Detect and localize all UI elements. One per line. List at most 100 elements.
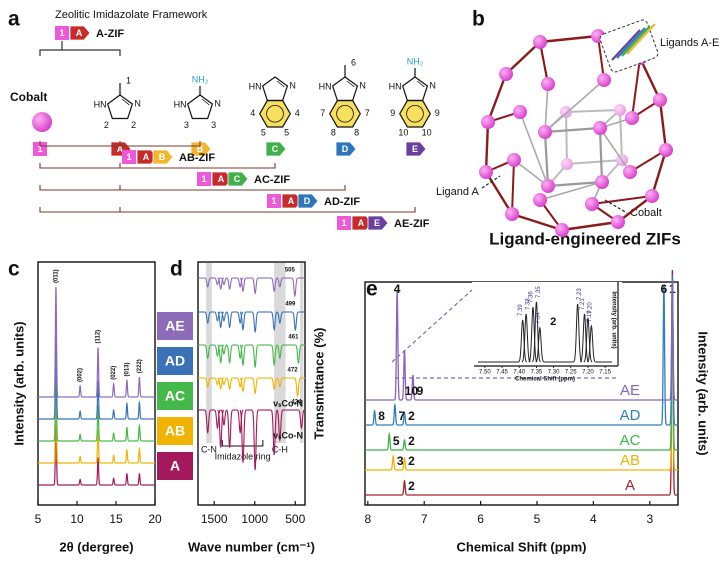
peak [217, 311, 224, 329]
peak [204, 277, 211, 288]
cobalt-node [645, 189, 659, 203]
peak-label: (222) [137, 359, 143, 373]
x-tick-label: 5 [35, 512, 42, 526]
badge-arrow [335, 141, 357, 157]
x-tick-label: 500 [285, 512, 305, 526]
peak [401, 438, 407, 451]
inset-peak-label: 7.38 [526, 298, 532, 310]
peak [580, 313, 589, 363]
framework-bond [597, 35, 605, 81]
y-axis-label: Intensity (arb. units) [696, 331, 711, 455]
inset-peak-label: 7.23 [577, 288, 583, 300]
cobalt-node [653, 93, 667, 107]
benzene-ring [399, 99, 431, 128]
atom: HN [319, 81, 332, 91]
framework-bond [544, 126, 601, 134]
peak [111, 454, 116, 464]
aromatic-circle [336, 104, 354, 123]
inset-tick-label: 7.15 [599, 370, 611, 376]
peak [214, 344, 221, 357]
inset-tick-label: 7.25 [565, 370, 577, 376]
framework-bond [565, 109, 621, 113]
amine: NH₂ [407, 56, 424, 66]
cobalt-sphere [32, 112, 52, 132]
peak [236, 344, 244, 360]
position-number: 1 [126, 75, 131, 85]
peak [251, 277, 259, 295]
series-label: AC [620, 432, 641, 449]
badge-arrow [265, 141, 287, 157]
badge [55, 26, 69, 40]
cobalt-node [541, 77, 555, 91]
co-n-label: 505 [285, 268, 296, 274]
peak [226, 277, 233, 290]
peak [217, 277, 224, 290]
leader [604, 199, 628, 214]
peak [236, 377, 244, 388]
panel-label: c [8, 258, 20, 281]
cobalt-node [538, 125, 552, 139]
plot-frame [197, 261, 306, 506]
position-number: 10 [422, 127, 432, 137]
atom: HN [94, 99, 107, 109]
x-tick-label: 6 [477, 512, 484, 526]
panel-label: b [472, 8, 485, 31]
cobalt-node [560, 106, 572, 118]
peak [583, 317, 593, 363]
peak [137, 377, 142, 398]
framework-bond [566, 159, 623, 165]
series-label: AD [620, 407, 641, 424]
double-bond [416, 80, 425, 88]
peak [78, 478, 83, 486]
badge-text: D [304, 196, 311, 206]
atom: HN [249, 81, 262, 91]
mode-label: νₛCo-N [273, 398, 303, 408]
x-tick-label: 4 [590, 512, 597, 526]
peak [220, 377, 228, 386]
framework-bond [617, 195, 653, 223]
benzene-ring [259, 99, 291, 128]
peak-label: 3 [397, 454, 404, 468]
cobalt-node [623, 165, 637, 179]
peak [220, 311, 228, 322]
position-number: 9 [435, 108, 440, 118]
peak-label: 2 [408, 479, 415, 493]
atom: N [214, 98, 221, 108]
cobalt-node [507, 153, 521, 167]
position-number: 8 [331, 127, 336, 137]
aromatic-circle [406, 104, 424, 123]
framework-bond [539, 34, 599, 44]
inset-peak-label: 7.36 [529, 291, 535, 303]
framework-bond [486, 73, 508, 123]
inset-peak-label: 7.34 [535, 312, 541, 324]
framework-bond [519, 111, 549, 187]
badge-text: 1 [201, 174, 206, 184]
peak [236, 277, 244, 288]
peak-label: 2 [408, 434, 415, 448]
atom: N [289, 80, 296, 90]
badge-arrow [297, 193, 319, 209]
peak [276, 311, 284, 324]
x-tick-label: 20 [148, 512, 162, 526]
peak [204, 409, 212, 435]
peak [236, 409, 244, 435]
peak-label: 2 [408, 454, 415, 468]
peak [669, 274, 676, 425]
peak [78, 455, 83, 464]
framework-bond [631, 57, 641, 119]
badge-arrow [152, 149, 174, 165]
ligand-line [621, 25, 651, 57]
peak-label: (013) [124, 362, 130, 376]
x-axis-label: 2θ (dergree) [59, 539, 133, 554]
x-tick-label: 1500 [201, 512, 228, 526]
peak-label: 4 [394, 282, 401, 296]
framework-name: AD-ZIF [324, 196, 360, 208]
peak [528, 306, 538, 363]
inset-tick-label: 7.30 [548, 370, 560, 376]
framework-bond [638, 57, 662, 101]
metal-label: Cobalt [10, 90, 47, 104]
framework-bond [511, 159, 515, 215]
badge-text: 1 [37, 144, 42, 154]
position-number: 3 [211, 120, 216, 130]
peak [204, 311, 211, 324]
